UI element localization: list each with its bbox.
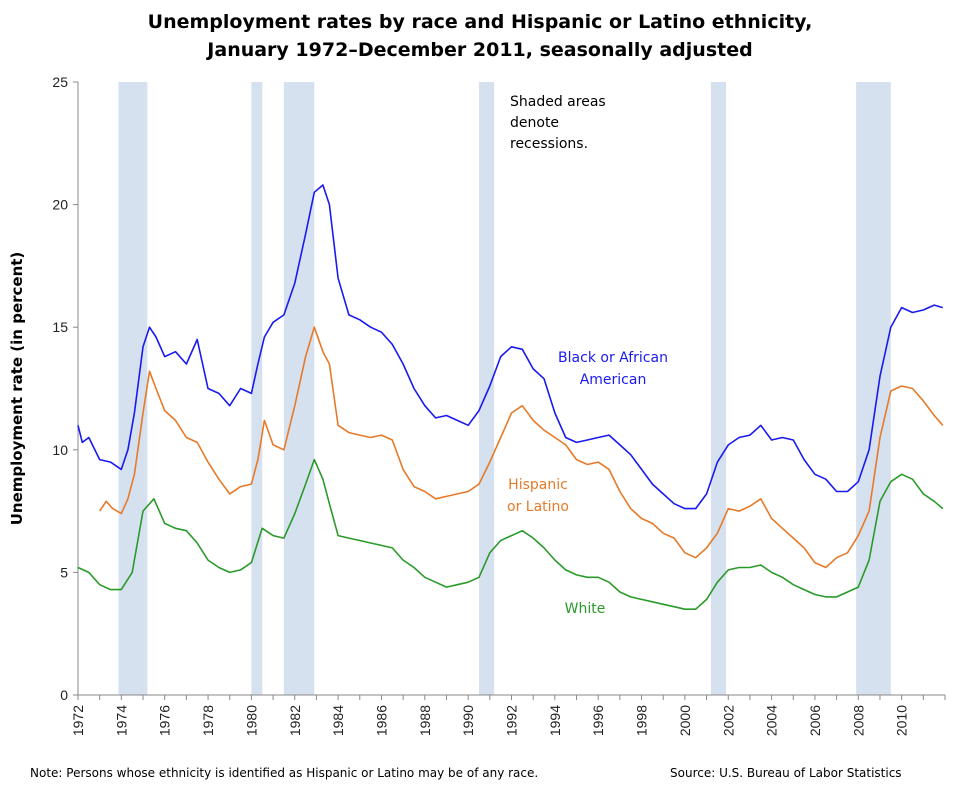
x-tick-label: 2006 [807,705,823,736]
x-tick-label: 1976 [157,705,173,736]
recession-note: recessions. [510,136,588,152]
y-tick-label: 0 [60,687,68,703]
x-tick-label: 1988 [417,705,433,736]
x-tick-label: 1980 [243,705,259,736]
recession-note: denote [510,115,559,131]
x-tick-label: 1986 [373,705,389,736]
recession-band [856,82,891,695]
x-tick-label: 1992 [504,705,520,736]
series-lines [77,184,944,610]
series-line [77,184,944,510]
x-tick-label: 1990 [460,705,476,736]
recession-note: Shaded areas [510,94,606,110]
x-tick-label: 1998 [634,705,650,736]
footer-source: Source: U.S. Bureau of Labor Statistics [670,766,902,780]
x-tick-label: 1982 [287,705,303,736]
recession-band [710,82,727,695]
series-label: American [580,372,647,388]
x-tick-label: 1974 [113,705,129,736]
x-tick-label: 1996 [590,705,606,736]
series-line [99,326,944,569]
x-tick-label: 2002 [720,705,736,736]
recession-band [478,82,495,695]
x-tick-label: 1978 [200,705,216,736]
x-tick-label: 1984 [330,705,346,736]
x-tick-label: 1994 [547,705,563,736]
series-label: or Latino [507,499,569,515]
y-tick-label: 20 [52,197,68,213]
y-tick-label: 5 [60,564,68,580]
chart-title-line-1: Unemployment rates by race and Hispanic … [147,11,813,33]
y-tick-label: 15 [52,319,68,335]
y-axis-label: Unemployment rate (in percent) [8,252,26,526]
recession-band [118,82,148,695]
chart-title-line-2: January 1972–December 2011, seasonally a… [207,39,753,61]
x-tick-label: 2008 [850,705,866,736]
series-line [77,458,944,610]
x-tick-label: 1972 [70,705,86,736]
x-tick-label: 2000 [677,705,693,736]
axes: 0 5 10 15 20 25 1972 1974 1976 1978 1980 1982 1984 19… [8,74,946,736]
footer-note: Note: Persons whose ethnicity is identif… [30,766,539,780]
y-tick-label: 10 [52,442,68,458]
y-tick-label: 25 [52,74,68,90]
annotations: Black or African American Hispanic or Latin… [507,94,668,617]
chart-title: Unemployment rates by race and Hispanic … [0,8,960,64]
x-tick-label: 2010 [894,705,910,736]
x-tick-label: 2004 [764,705,780,736]
series-label: White [565,601,606,617]
recession-shading [118,82,891,695]
recession-band [251,82,263,695]
series-label: Black or African [558,350,668,366]
series-label: Hispanic [508,477,568,493]
